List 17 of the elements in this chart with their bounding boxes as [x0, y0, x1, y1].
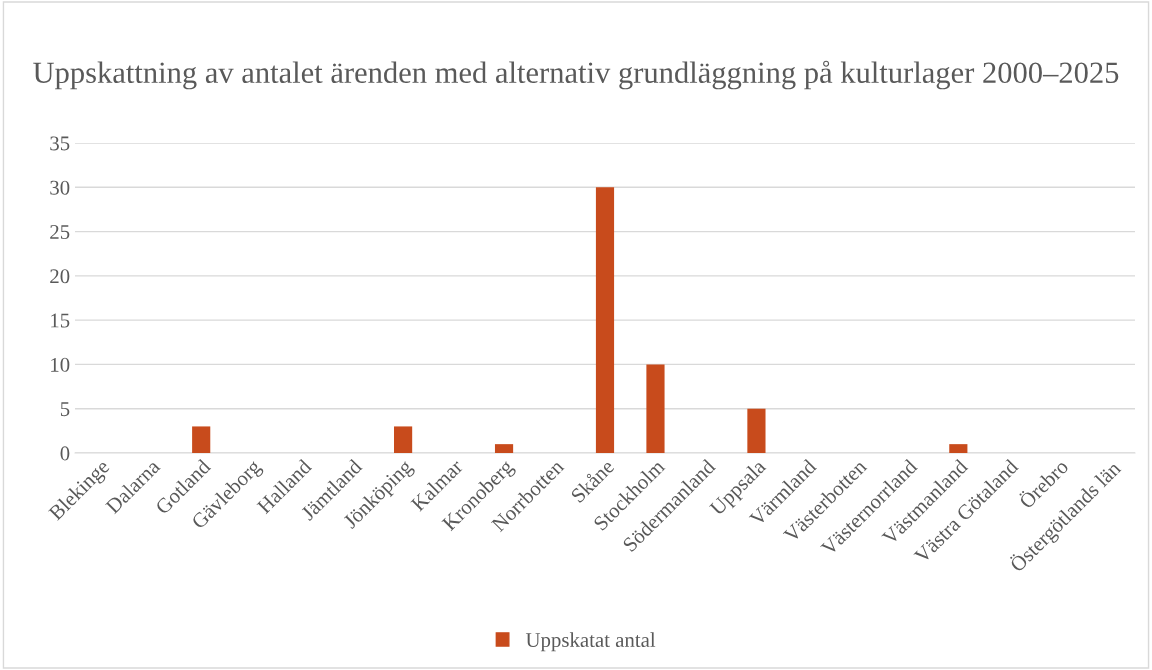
- y-tick-label: 5: [60, 402, 70, 417]
- bar: [494, 444, 514, 453]
- y-tick-label: 30: [50, 180, 70, 195]
- legend-label: Uppskatat antal: [525, 632, 656, 652]
- bar: [595, 187, 615, 453]
- chart-title: Uppskattning av antalet ärenden med alternativ grundläggning på kulturlager 2000–2025: [33, 60, 1119, 90]
- bar: [192, 426, 211, 453]
- y-tick-label: 15: [51, 313, 70, 328]
- y-tick-label: 20: [50, 269, 70, 284]
- y-tick-label: 10: [51, 357, 70, 372]
- bar: [394, 426, 413, 453]
- y-tick-label: 35: [50, 136, 70, 151]
- bar: [646, 364, 665, 453]
- bar: [949, 444, 968, 453]
- y-tick-label: 25: [50, 225, 70, 239]
- bar: [747, 408, 766, 453]
- y-tick-label: 0: [60, 446, 70, 461]
